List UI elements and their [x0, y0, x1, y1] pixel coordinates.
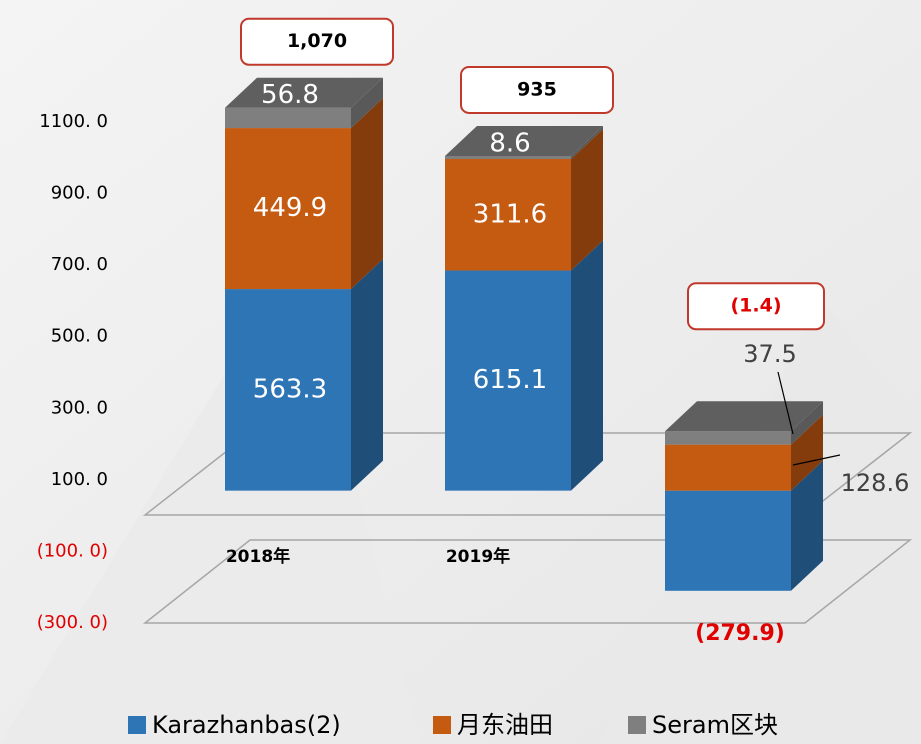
bar-segment — [225, 289, 351, 491]
bar-top — [225, 77, 383, 108]
y-tick-label: 700. 0 — [51, 254, 108, 275]
total-box — [687, 282, 825, 331]
legend-label: Seram区块 — [652, 711, 778, 739]
bar-segment — [665, 431, 791, 445]
x-tick-label: 2019年 — [446, 546, 510, 567]
legend-swatch — [628, 716, 646, 734]
bar-segment — [665, 490, 791, 591]
zero-plane — [142, 432, 913, 516]
x-tick-label: 2018年 — [226, 546, 290, 567]
data-label: 563.3 — [253, 374, 327, 404]
data-label: 311.6 — [473, 199, 547, 229]
bar-side — [571, 240, 603, 491]
y-tick-label: (100. 0) — [37, 540, 108, 561]
bar-segment — [665, 444, 791, 491]
total-box — [240, 17, 394, 66]
bar-segment — [445, 270, 571, 491]
bar-top — [665, 401, 823, 432]
data-label: 56.8 — [261, 80, 319, 110]
total-box — [460, 65, 614, 114]
total-label: (1.4) — [730, 295, 781, 317]
legend-swatch — [433, 716, 451, 734]
bar-segment — [225, 128, 351, 290]
total-label: 1,070 — [287, 30, 347, 52]
data-label: (279.9) — [695, 621, 785, 646]
bar-side — [351, 98, 383, 290]
floor-plane — [142, 539, 913, 624]
y-tick-label: 100. 0 — [51, 469, 108, 490]
bar-side — [351, 259, 383, 491]
bar-segment — [445, 155, 571, 160]
bar-segment — [445, 159, 571, 271]
y-tick-label: 500. 0 — [51, 326, 108, 347]
y-tick-label: 1100. 0 — [39, 111, 108, 132]
bar-side — [351, 77, 383, 129]
bar-side — [571, 129, 603, 271]
y-tick-label: (300. 0) — [37, 612, 108, 633]
data-label: 449.9 — [253, 193, 327, 223]
leader-line — [792, 454, 841, 466]
legend-label: 月东油田 — [457, 711, 553, 739]
total-label: 935 — [517, 78, 557, 100]
y-tick-label: 900. 0 — [51, 183, 108, 204]
data-label: 615.1 — [473, 365, 547, 395]
bar-side — [571, 125, 603, 160]
legend-label: Karazhanbas(2) — [152, 711, 341, 739]
data-label: 128.6 — [841, 469, 910, 497]
legend-swatch — [128, 716, 146, 734]
bar-top — [445, 125, 603, 156]
data-label: 8.6 — [489, 128, 530, 158]
bar-side — [791, 401, 823, 445]
leader-line — [777, 371, 794, 435]
bar-segment — [225, 107, 351, 129]
y-tick-label: 300. 0 — [51, 397, 108, 418]
bar-side — [791, 460, 823, 591]
data-label: 37.5 — [743, 340, 796, 368]
bar-side — [791, 414, 823, 491]
